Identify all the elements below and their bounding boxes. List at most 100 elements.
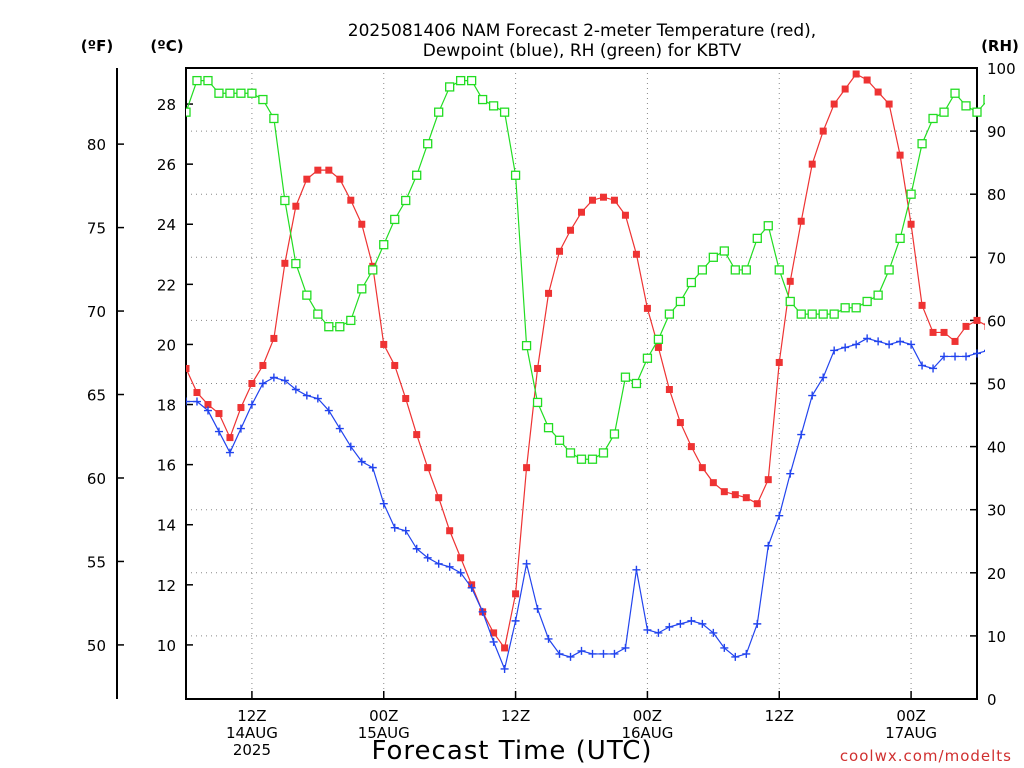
celsius-tick-label: 24 bbox=[157, 216, 176, 234]
2-meter-temperature-point bbox=[764, 476, 772, 484]
rh-point bbox=[466, 75, 477, 86]
2-meter-temperature-point bbox=[270, 334, 278, 342]
rh-point bbox=[258, 94, 268, 105]
2-meter-temperature-point bbox=[186, 364, 190, 372]
rh-point bbox=[675, 296, 686, 307]
x-tick-label: 00Z bbox=[633, 707, 662, 725]
rh-tick-label: 90 bbox=[987, 123, 1006, 141]
rh-tick-label: 70 bbox=[987, 249, 1006, 267]
rh-point bbox=[532, 397, 543, 408]
fahrenheit-tick-label: 70 bbox=[87, 303, 106, 321]
rh-point bbox=[225, 88, 235, 98]
2-meter-temperature-point bbox=[237, 404, 245, 412]
credit-text: coolwx.com/modelts bbox=[840, 747, 1012, 765]
rh-point bbox=[829, 309, 839, 319]
dewpoint-point bbox=[830, 346, 839, 355]
dewpoint-point bbox=[522, 559, 531, 568]
dewpoint-point bbox=[269, 373, 278, 382]
dewpoint-point bbox=[445, 562, 454, 571]
2-meter-temperature-point bbox=[775, 358, 783, 366]
dewpoint-point bbox=[258, 379, 267, 388]
celsius-tick-label: 20 bbox=[157, 336, 176, 354]
x-tick-label: 00Z bbox=[369, 707, 398, 725]
dewpoint-point bbox=[599, 649, 608, 658]
celsius-tick-label: 10 bbox=[157, 637, 176, 655]
rh-point bbox=[247, 88, 257, 98]
rh-point bbox=[324, 322, 334, 332]
dewpoint-point bbox=[423, 553, 432, 562]
dewpoint-point bbox=[797, 430, 806, 439]
rh-point bbox=[774, 265, 784, 275]
dewpoint-point bbox=[654, 628, 663, 637]
x-tick-label: 14AUG bbox=[226, 724, 278, 742]
rh-point bbox=[565, 448, 576, 458]
2-meter-temperature-point bbox=[358, 220, 366, 228]
x-tick-label: 15AUG bbox=[358, 724, 410, 742]
series-layer bbox=[186, 70, 985, 673]
rh-point bbox=[752, 233, 762, 244]
rh-point bbox=[423, 139, 433, 149]
2-meter-temperature-point bbox=[588, 196, 596, 204]
dewpoint-point bbox=[808, 391, 817, 400]
rh-point bbox=[961, 101, 971, 111]
rh-point bbox=[895, 233, 905, 244]
rh-point bbox=[186, 107, 191, 117]
dewpoint-point bbox=[698, 619, 707, 628]
rh-point bbox=[379, 240, 389, 250]
2-meter-temperature-point bbox=[336, 175, 344, 183]
dewpoint-point bbox=[588, 649, 597, 658]
dewpoint-point bbox=[918, 361, 927, 370]
rh-point bbox=[906, 189, 916, 199]
2-meter-temperature-point bbox=[665, 386, 673, 394]
rh-line bbox=[186, 80, 985, 460]
x-tick-label: 12Z bbox=[765, 707, 794, 725]
dewpoint-point bbox=[467, 583, 476, 592]
rh-tick-label: 50 bbox=[987, 376, 1006, 394]
dewpoint-point bbox=[434, 559, 443, 568]
2-meter-temperature-point bbox=[314, 166, 322, 174]
dewpoint-point bbox=[962, 352, 971, 361]
celsius-tick-label: 18 bbox=[157, 397, 176, 415]
dewpoint-point bbox=[346, 442, 355, 451]
dewpoint-point bbox=[214, 427, 223, 436]
celsius-tick-label: 16 bbox=[157, 457, 176, 475]
rh-point bbox=[335, 322, 345, 332]
2-meter-temperature-point bbox=[391, 361, 399, 369]
dewpoint-point bbox=[489, 637, 498, 646]
rh-point bbox=[917, 139, 927, 149]
2-meter-temperature-point bbox=[523, 464, 531, 472]
dewpoint-point bbox=[533, 604, 542, 613]
dewpoint-point bbox=[819, 373, 828, 382]
2-meter-temperature-point bbox=[578, 208, 585, 216]
celsius-tick-label: 14 bbox=[157, 517, 176, 535]
2-meter-temperature-point bbox=[413, 431, 421, 439]
2-meter-temperature-point bbox=[962, 322, 970, 330]
2-meter-temperature-point bbox=[863, 76, 871, 84]
dewpoint-point bbox=[401, 526, 410, 535]
dewpoint-point bbox=[896, 337, 905, 346]
dewpoint-point bbox=[632, 565, 641, 574]
dewpoint-point bbox=[577, 646, 586, 655]
2-meter-temperature-point bbox=[512, 590, 520, 598]
2-meter-temperature-point bbox=[907, 220, 915, 228]
2-meter-temperature-point bbox=[347, 196, 355, 204]
dewpoint-point bbox=[786, 469, 795, 478]
2-meter-temperature-point bbox=[819, 127, 827, 135]
dewpoint-point bbox=[390, 523, 399, 532]
dewpoint-point bbox=[511, 616, 520, 625]
rh-tick-label: 20 bbox=[987, 565, 1006, 583]
celsius-tick-label: 26 bbox=[157, 156, 176, 174]
dewpoint-point bbox=[302, 391, 311, 400]
rh-point bbox=[313, 309, 323, 319]
2-meter-temperature-point bbox=[874, 88, 882, 96]
rh-point bbox=[884, 265, 894, 275]
2-meter-temperature-point bbox=[786, 277, 794, 285]
x-axis-title: Forecast Time (UTC) bbox=[371, 736, 652, 766]
2-meter-temperature-point bbox=[621, 211, 629, 219]
2-meter-temperature-point bbox=[380, 340, 388, 348]
dewpoint-point bbox=[225, 448, 234, 457]
2-meter-temperature-point bbox=[435, 494, 443, 502]
rh-point bbox=[983, 94, 985, 105]
2-meter-temperature-point bbox=[896, 151, 904, 159]
rh-point bbox=[368, 265, 378, 275]
